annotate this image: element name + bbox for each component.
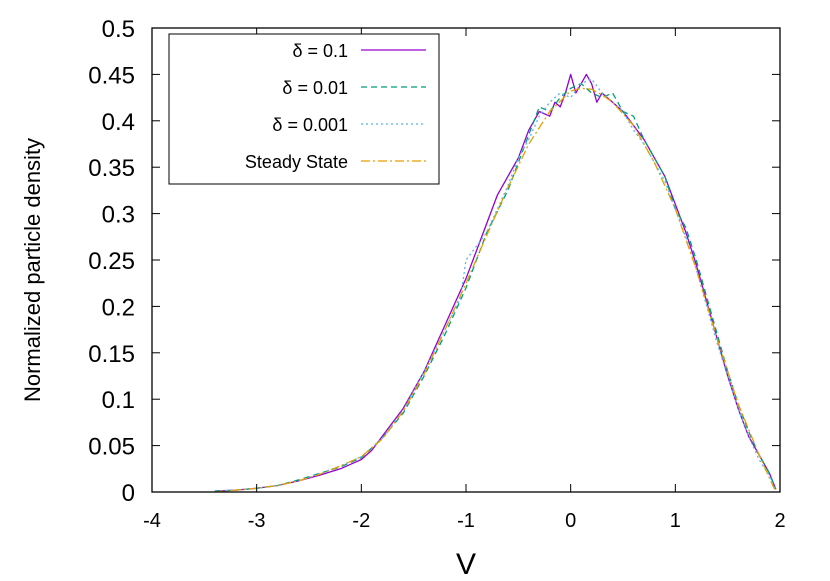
- series-line-2: [214, 83, 777, 492]
- x-tick-label: -4: [143, 510, 161, 532]
- y-tick-label: 0.1: [102, 387, 135, 414]
- legend: δ = 0.1 δ = 0.01 δ = 0.001 Steady State: [168, 33, 440, 185]
- y-tick-label: 0.2: [102, 294, 135, 321]
- series-layer: [214, 73, 777, 493]
- legend-label: δ = 0.01: [282, 78, 348, 98]
- x-axis-label: V: [456, 548, 476, 581]
- y-tick-label: 0.5: [102, 16, 135, 43]
- legend-box: [168, 33, 440, 185]
- y-tick-label: 0.25: [88, 248, 135, 275]
- y-tick-label: 0.05: [88, 434, 135, 461]
- y-tick-label: 0.15: [88, 341, 135, 368]
- series-line-4: [214, 87, 777, 493]
- y-tick-label: 0: [122, 480, 135, 507]
- legend-label: δ = 0.1: [292, 41, 348, 61]
- x-tick-label: -1: [457, 510, 475, 532]
- x-tick-label: 0: [565, 510, 576, 532]
- y-tick-label: 0.4: [102, 109, 135, 136]
- x-tick-label: 2: [774, 510, 785, 532]
- ticks-layer: -4 -3 -2 -1 0 1 2 0 0.05 0.1 0.15 0.2 0.25 0.3 0.35 0.4…: [88, 16, 785, 532]
- y-axis-label: Normalized particle density: [20, 138, 45, 402]
- x-tick-label: -2: [352, 510, 370, 532]
- y-tick-label: 0.3: [102, 202, 135, 229]
- x-tick-label: -3: [248, 510, 266, 532]
- y-tick-label: 0.35: [88, 155, 135, 182]
- y-tick-label: 0.45: [88, 62, 135, 89]
- legend-label: Steady State: [245, 152, 348, 172]
- x-tick-label: 1: [670, 510, 681, 532]
- legend-label: δ = 0.001: [272, 115, 348, 135]
